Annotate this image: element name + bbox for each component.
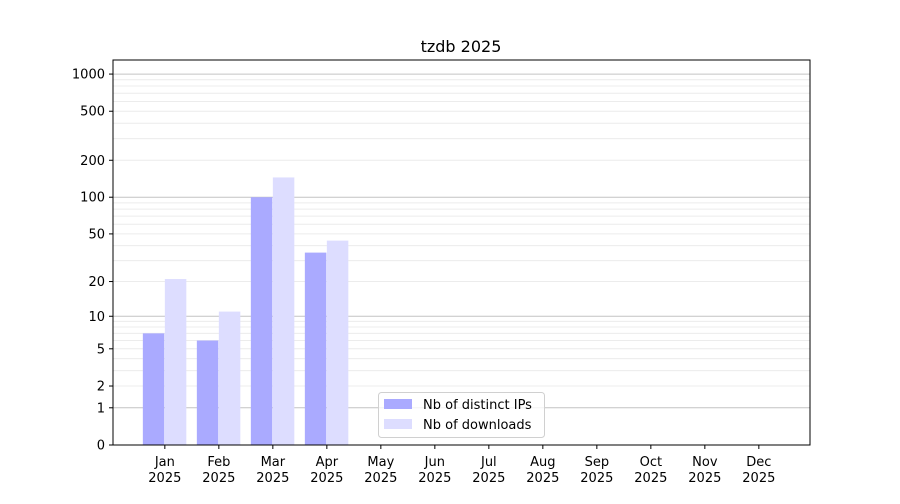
- x-tick-label: Feb 2025: [202, 455, 235, 486]
- y-tick-label: 1: [97, 401, 105, 416]
- y-tick-label: 100: [80, 191, 105, 206]
- y-tick-label: 20: [88, 275, 105, 290]
- legend-swatch: [384, 399, 412, 409]
- y-tick-label: 10: [88, 310, 105, 325]
- bar-downloads: [218, 311, 241, 445]
- plot-frame: [112, 59, 811, 446]
- legend-swatch: [384, 419, 412, 429]
- y-tick-label: 200: [80, 154, 105, 169]
- y-axis: 0 1 2 5 10 20 50 100 200 500 1000: [72, 68, 113, 454]
- legend-label: Nb of distinct IPs: [423, 398, 532, 413]
- bar-distinct-ips: [196, 340, 219, 445]
- bar-downloads: [272, 177, 295, 445]
- legend: Nb of distinct IPs Nb of downloads: [378, 392, 545, 438]
- x-tick-label: Oct 2025: [634, 455, 667, 486]
- bars: [142, 177, 349, 445]
- legend-label: Nb of downloads: [423, 418, 532, 433]
- chart-title: tzdb 2025: [421, 37, 502, 56]
- y-tick-label: 0: [97, 439, 105, 454]
- bar-distinct-ips: [250, 197, 273, 445]
- x-tick-label: Sep 2025: [580, 455, 613, 486]
- x-tick-label: May 2025: [364, 455, 397, 486]
- bar-downloads: [326, 240, 349, 445]
- bar-downloads: [164, 279, 187, 445]
- legend-box: [378, 392, 545, 438]
- x-tick-label: Jun 2025: [418, 455, 451, 486]
- y-tick-label: 5: [97, 342, 105, 357]
- y-tick-label: 50: [88, 227, 105, 242]
- x-tick-label: Jan 2025: [148, 455, 181, 486]
- bar-distinct-ips: [304, 252, 327, 445]
- x-tick-label: Dec 2025: [742, 455, 775, 486]
- x-axis: Jan 2025 Feb 2025 Mar 2025 Apr 2025 May 2025 Jun 20…: [148, 445, 775, 486]
- y-tick-label: 1000: [72, 68, 105, 83]
- y-tick-label: 500: [80, 105, 105, 120]
- x-tick-label: Jul 2025: [472, 455, 505, 486]
- x-tick-label: Apr 2025: [310, 455, 343, 486]
- x-tick-label: Aug 2025: [526, 455, 559, 486]
- x-tick-label: Nov 2025: [688, 455, 721, 486]
- x-tick-label: Mar 2025: [256, 455, 289, 486]
- bar-distinct-ips: [142, 333, 165, 445]
- y-tick-label: 2: [97, 380, 105, 395]
